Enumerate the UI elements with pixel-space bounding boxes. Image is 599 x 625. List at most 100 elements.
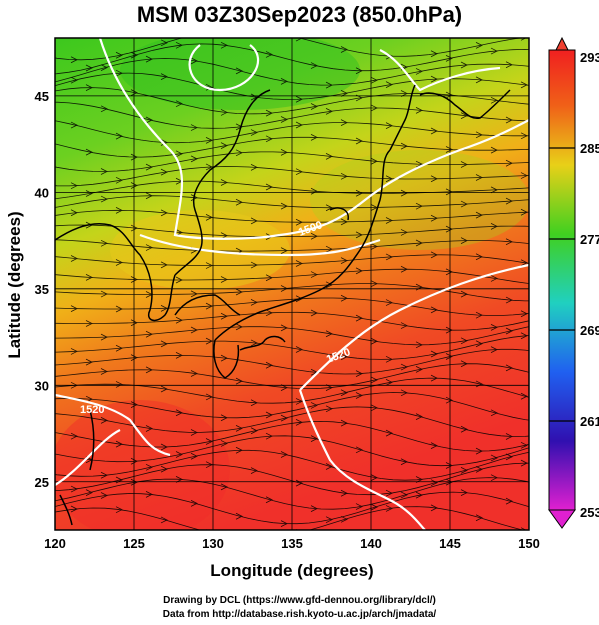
streamline-arrow <box>265 411 273 419</box>
streamline-arrow <box>100 333 108 341</box>
streamline-arrow <box>205 438 213 445</box>
wind-streamlines <box>55 27 529 541</box>
streamline-arrow <box>251 535 257 541</box>
streamline-arrow <box>340 489 348 497</box>
y-axis-label: Latitude (degrees) <box>5 211 24 358</box>
streamline-arrow <box>370 76 378 84</box>
streamline-arrow <box>385 299 393 306</box>
credit-drawing: Drawing by DCL (https://www.gfd-dennou.o… <box>163 595 436 606</box>
streamline-arrow <box>385 489 393 497</box>
streamline <box>55 311 529 331</box>
streamline-arrow <box>400 491 408 499</box>
streamline-arrow <box>325 405 333 413</box>
streamline-arrow <box>280 520 288 527</box>
streamline-arrow <box>520 38 527 41</box>
streamline-arrow <box>310 505 318 512</box>
streamline-arrow <box>145 116 153 124</box>
streamline-arrow <box>145 192 153 200</box>
streamline-arrow <box>490 96 498 104</box>
streamline-arrow <box>235 67 243 75</box>
streamline-arrow <box>475 380 483 388</box>
streamline <box>55 195 529 209</box>
streamline-arrow <box>370 157 378 165</box>
streamline-arrow <box>280 451 288 458</box>
streamline-arrow <box>520 208 528 216</box>
streamline <box>55 151 529 172</box>
streamline-arrow <box>325 245 333 253</box>
streamline-arrow <box>370 104 378 112</box>
streamline-arrow <box>295 95 303 103</box>
streamline <box>55 363 529 390</box>
streamline-arrow <box>370 280 378 288</box>
streamline-arrow <box>100 64 108 71</box>
streamline-arrow <box>430 306 438 314</box>
streamline-arrow <box>460 237 468 244</box>
streamline-arrow <box>385 175 393 183</box>
streamline-arrow <box>520 332 528 340</box>
streamline-arrow <box>160 385 168 393</box>
streamline-arrow <box>130 478 138 486</box>
streamline-arrow <box>100 105 108 113</box>
streamline-arrow <box>490 474 498 482</box>
streamline-arrow <box>85 489 93 496</box>
streamline-arrow <box>70 348 78 355</box>
streamline-arrow <box>250 164 258 171</box>
streamline-arrow <box>235 288 243 296</box>
colorbar-label: 269 <box>580 323 599 338</box>
streamline-arrow <box>145 55 153 63</box>
streamline <box>55 326 529 346</box>
streamline-arrow <box>475 466 483 473</box>
streamline-arrow <box>100 471 108 479</box>
streamline-arrow <box>115 132 123 140</box>
streamline-arrow <box>115 305 123 313</box>
streamline-arrow <box>100 492 108 499</box>
streamline-arrow <box>415 366 423 373</box>
streamline-arrow <box>325 516 333 524</box>
streamline-arrow <box>310 134 318 141</box>
streamline <box>55 254 529 266</box>
streamline-arrow <box>415 239 423 247</box>
streamline-arrow <box>520 132 528 140</box>
streamline-arrow <box>325 281 333 289</box>
streamline-arrow <box>415 160 423 168</box>
streamline-arrow <box>415 202 423 210</box>
streamline <box>55 406 529 438</box>
streamline-arrow <box>295 419 303 426</box>
streamline-arrow <box>70 121 78 129</box>
streamline <box>55 136 529 158</box>
streamline-arrow <box>115 206 123 214</box>
streamline-arrow <box>520 441 528 449</box>
streamline-arrow <box>430 127 438 135</box>
streamline-arrow <box>430 374 438 382</box>
streamline-arrow <box>220 179 228 186</box>
streamline-arrow <box>310 232 318 240</box>
streamline-arrow <box>190 499 198 507</box>
streamline-arrow <box>415 341 423 349</box>
streamline-arrow <box>520 459 528 467</box>
streamline-arrow <box>205 302 213 310</box>
streamline-arrow <box>295 260 303 267</box>
streamline-arrow <box>251 27 257 33</box>
streamline-arrow <box>280 414 288 422</box>
streamline-arrow <box>160 304 168 312</box>
streamline-arrow <box>340 419 348 427</box>
streamline-arrow <box>130 319 138 327</box>
colorbar-label: 253 <box>580 505 599 520</box>
streamline-arrow <box>520 259 528 267</box>
streamline-arrow <box>235 512 243 520</box>
streamline-arrow <box>490 275 498 282</box>
streamline <box>55 335 529 360</box>
streamline-arrow <box>370 243 378 250</box>
x-tick-label: 120 <box>44 536 66 551</box>
streamline-arrow <box>160 261 168 269</box>
streamline-arrow <box>85 221 93 229</box>
streamline-arrow <box>370 474 378 481</box>
streamline-arrow <box>250 217 258 225</box>
streamline-arrow <box>355 189 363 197</box>
streamline-arrow <box>445 396 453 404</box>
streamline-arrow <box>400 265 408 273</box>
x-axis-label: Longitude (degrees) <box>210 561 373 580</box>
y-tick-label: 35 <box>35 282 49 297</box>
streamline-arrow <box>445 353 453 360</box>
